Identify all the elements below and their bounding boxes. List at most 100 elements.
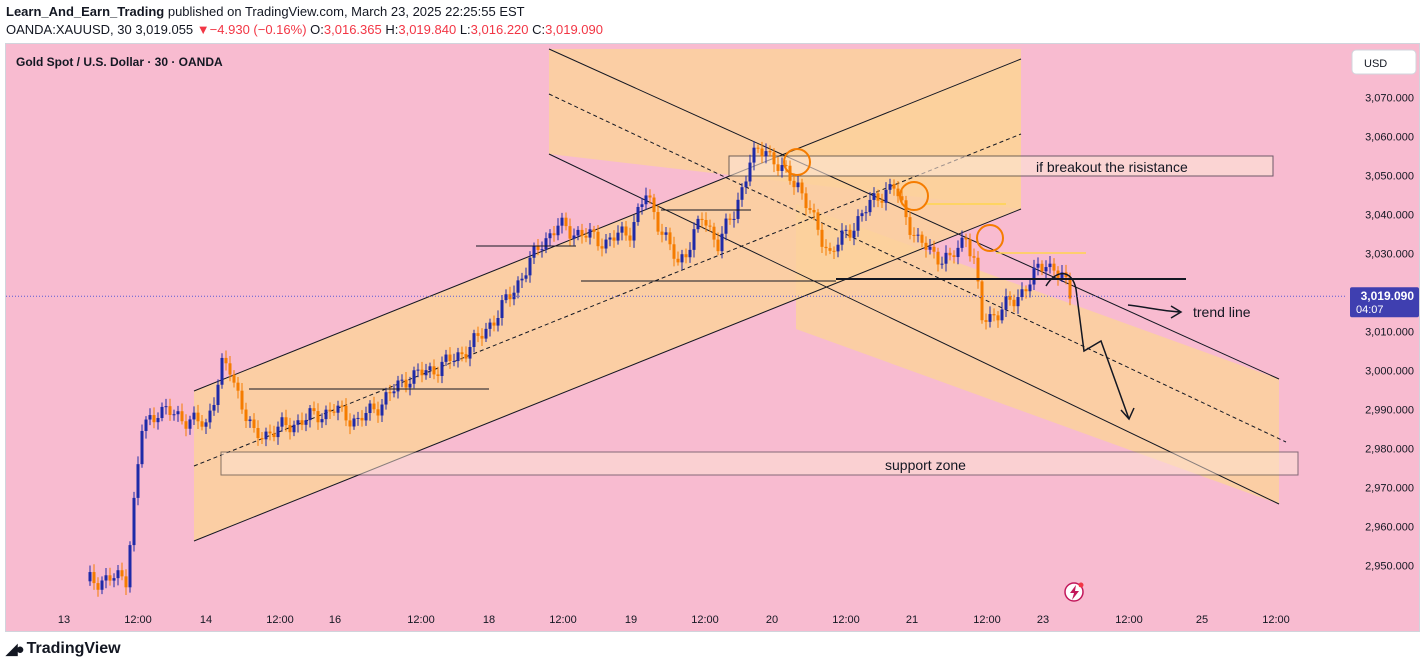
author-name[interactable]: Learn_And_Earn_Trading	[6, 4, 165, 19]
candle	[1048, 255, 1052, 274]
candle	[244, 402, 248, 429]
candle	[616, 225, 620, 245]
candle-body	[124, 576, 128, 588]
candle-body	[560, 217, 564, 226]
candle-body	[292, 424, 296, 433]
candle	[336, 400, 340, 421]
candle	[556, 218, 560, 241]
candle	[400, 374, 404, 388]
candle-body	[88, 572, 92, 582]
candle	[600, 238, 604, 257]
candle-body	[316, 411, 320, 423]
candle	[140, 424, 144, 468]
candle	[780, 157, 784, 178]
candle-body	[204, 422, 208, 427]
candle-body	[872, 193, 876, 200]
candle-body	[216, 384, 220, 405]
candle	[836, 237, 840, 258]
candle	[176, 405, 180, 422]
candle	[980, 278, 984, 324]
candle-body	[352, 418, 356, 427]
candle-body	[344, 405, 348, 421]
candle	[356, 411, 360, 426]
candle	[392, 383, 396, 398]
candle-body	[796, 182, 800, 188]
candle	[320, 413, 324, 428]
candle-body	[896, 188, 900, 197]
low-label: L:	[459, 22, 471, 37]
candle	[936, 247, 940, 272]
price-axis[interactable]: 3,070.000 3,060.000 3,050.000 3,040.000 3,03…	[1350, 93, 1419, 573]
time-tick-label: 13	[58, 614, 70, 626]
candle-body	[988, 314, 992, 322]
candle	[352, 414, 356, 430]
candle-body	[456, 352, 460, 362]
candle-body	[100, 580, 104, 590]
candle-body	[908, 217, 912, 235]
candle-body	[624, 226, 628, 236]
candle	[324, 405, 328, 426]
time-tick-label: 12:00	[266, 614, 294, 626]
candle	[820, 222, 824, 253]
candle	[608, 233, 612, 247]
candle-body	[1052, 263, 1056, 271]
candle	[916, 227, 920, 243]
candle-body	[484, 328, 488, 339]
candle-body	[496, 318, 500, 326]
candle	[444, 349, 448, 367]
candle	[624, 221, 628, 241]
high-label: H:	[385, 22, 399, 37]
candle	[292, 420, 296, 437]
candle-body	[480, 335, 484, 339]
currency-button[interactable]	[1351, 49, 1417, 75]
candle-body	[592, 229, 596, 232]
candle-body	[816, 212, 820, 230]
time-axis[interactable]: 13 12:00 14 12:00 16 12:00 18 12:00 19 12:00 20 12:…	[58, 614, 1290, 626]
swing-high-circle	[783, 148, 811, 176]
candle	[1044, 260, 1048, 279]
candle-body	[520, 278, 524, 281]
candle-body	[188, 419, 192, 429]
candle-body	[172, 414, 176, 416]
candle	[484, 322, 488, 343]
candle-body	[696, 218, 700, 230]
candle-body	[1000, 309, 1004, 321]
chart-frame: if breakout the risistance trend line supp…	[5, 43, 1420, 632]
candle	[360, 410, 364, 427]
candle	[648, 189, 652, 204]
candle	[528, 251, 532, 283]
price-chart[interactable]: if breakout the risistance trend line supp…	[6, 44, 1420, 632]
candle	[340, 400, 344, 412]
candle	[228, 355, 232, 382]
candle-body	[180, 411, 184, 422]
candle-body	[636, 206, 640, 223]
candle-body	[392, 391, 396, 394]
candle-body	[364, 412, 368, 421]
candle	[280, 412, 284, 432]
candle-body	[948, 252, 952, 256]
candle	[396, 375, 400, 399]
price-tick-label: 3,060.000	[1365, 132, 1414, 144]
candle	[536, 238, 540, 256]
candle-body	[312, 408, 316, 412]
candle	[120, 562, 124, 581]
candle	[308, 405, 312, 428]
candle	[660, 223, 664, 243]
candle	[1028, 278, 1032, 298]
ascending-channel	[194, 59, 1021, 541]
candle-body	[772, 152, 776, 165]
tradingview-logo[interactable]: ◢● TradingView	[6, 640, 121, 658]
candle	[728, 213, 732, 225]
price-tick-label: 3,050.000	[1365, 171, 1414, 183]
candle-body	[580, 229, 584, 236]
candle-body	[404, 379, 408, 388]
candle-body	[672, 244, 676, 259]
candle-body	[620, 226, 624, 233]
candle-body	[108, 575, 112, 581]
channels	[193, 48, 1299, 542]
candle-body	[668, 232, 672, 245]
candle-body	[332, 411, 336, 413]
candle-body	[320, 419, 324, 423]
candle	[704, 212, 708, 232]
candle-body	[304, 420, 308, 425]
